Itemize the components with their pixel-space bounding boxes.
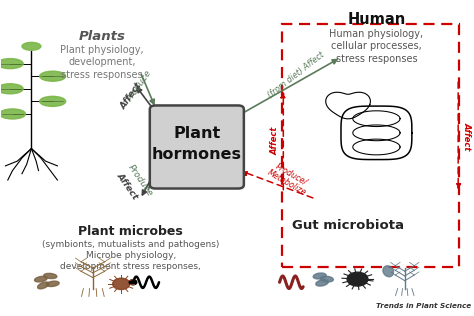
Ellipse shape bbox=[22, 42, 41, 50]
Ellipse shape bbox=[316, 280, 328, 286]
Text: Gut microbiota: Gut microbiota bbox=[292, 219, 404, 232]
Text: Human: Human bbox=[347, 12, 406, 27]
Text: Affect: Affect bbox=[119, 81, 144, 111]
Circle shape bbox=[347, 272, 368, 286]
Text: Produce/
Metabolize: Produce/ Metabolize bbox=[265, 159, 313, 198]
Ellipse shape bbox=[0, 84, 23, 94]
Ellipse shape bbox=[40, 71, 66, 81]
FancyBboxPatch shape bbox=[150, 106, 244, 189]
Ellipse shape bbox=[0, 58, 23, 69]
Text: Plant microbes: Plant microbes bbox=[78, 225, 183, 238]
Text: Affect: Affect bbox=[463, 122, 472, 150]
Ellipse shape bbox=[320, 276, 333, 282]
Ellipse shape bbox=[44, 273, 57, 279]
Text: Plant physiology,
development,
stress responses: Plant physiology, development, stress re… bbox=[61, 45, 144, 80]
Text: Plant
hormones: Plant hormones bbox=[152, 126, 242, 162]
Text: Human physiology,
cellular processes,
stress responses: Human physiology, cellular processes, st… bbox=[329, 29, 423, 64]
Ellipse shape bbox=[0, 109, 26, 119]
Text: Produce: Produce bbox=[126, 163, 155, 198]
Text: Affect: Affect bbox=[114, 171, 139, 201]
Bar bbox=[282, 24, 459, 266]
Text: Affect: Affect bbox=[270, 126, 279, 155]
Circle shape bbox=[113, 278, 130, 289]
Ellipse shape bbox=[46, 281, 59, 287]
Text: (symbionts, mutualists and pathogens)
Microbe physiology,
development stress res: (symbionts, mutualists and pathogens) Mi… bbox=[42, 240, 219, 271]
Text: Produce: Produce bbox=[125, 68, 154, 103]
Text: (from diet) Affect: (from diet) Affect bbox=[266, 50, 326, 100]
Text: Plants: Plants bbox=[79, 30, 126, 43]
Ellipse shape bbox=[37, 282, 49, 289]
Circle shape bbox=[129, 280, 137, 285]
Ellipse shape bbox=[313, 273, 326, 279]
Ellipse shape bbox=[35, 276, 47, 282]
Ellipse shape bbox=[383, 266, 393, 277]
Ellipse shape bbox=[40, 96, 66, 106]
Text: Trends in Plant Science: Trends in Plant Science bbox=[376, 303, 471, 309]
